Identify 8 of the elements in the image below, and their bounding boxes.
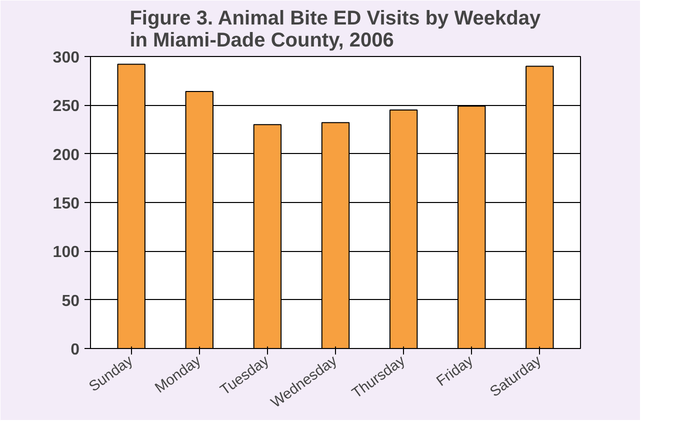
y-tick-label: 300 xyxy=(52,50,80,66)
chart-title: Figure 3. Animal Bite ED Visits by Weekday in Miami-Dade County, 2006 xyxy=(130,8,542,52)
y-tick-label: 250 xyxy=(52,98,80,116)
y-tick-label: 150 xyxy=(52,196,80,212)
y-tick-label: 0 xyxy=(70,342,80,358)
y-tick-label: 100 xyxy=(52,244,80,262)
y-tick-label: 200 xyxy=(52,146,80,164)
y-tick-label: 50 xyxy=(62,292,80,310)
